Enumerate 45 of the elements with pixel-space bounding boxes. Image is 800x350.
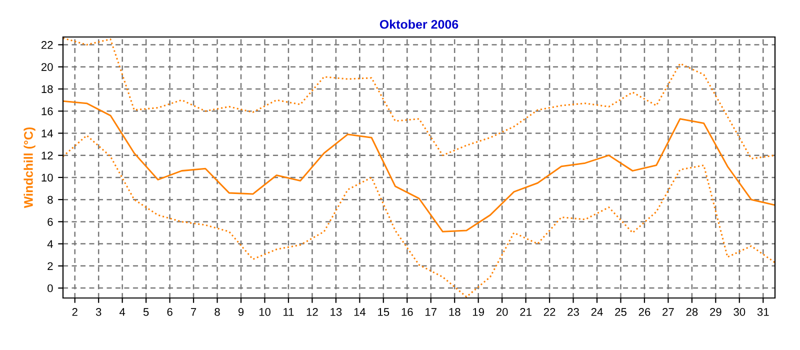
y-tick-label: 8 — [48, 196, 53, 204]
x-tick-label: 26 — [638, 308, 650, 316]
y-axis-title: Windchill (°C) — [24, 127, 36, 208]
x-tick-label: 25 — [615, 308, 626, 316]
line-series — [63, 100, 775, 232]
x-tick-label: 11 — [284, 308, 294, 316]
x-tick-label: 22 — [544, 308, 556, 316]
x-tick-label: 17 — [426, 308, 436, 316]
x-tick-label: 6 — [167, 308, 172, 316]
y-tick-label: 22 — [41, 41, 53, 49]
x-tick-label: 23 — [568, 308, 579, 316]
x-tick-label: 3 — [96, 308, 102, 316]
y-tick-label: 6 — [48, 218, 53, 226]
x-tick-label: 20 — [496, 308, 508, 316]
x-tick-label: 31 — [757, 308, 769, 316]
chart-title: Oktober 2006 — [380, 20, 458, 29]
x-tick-label: 14 — [354, 308, 366, 316]
y-tick-label: 0 — [48, 284, 53, 292]
x-tick-label: 13 — [330, 308, 342, 316]
x-tick-label: 12 — [306, 308, 318, 316]
y-tick-label: 10 — [42, 174, 53, 182]
y-tick-label: 12 — [42, 152, 53, 160]
y-tick-label: 20 — [41, 63, 53, 71]
x-tick-label: 19 — [473, 308, 484, 316]
x-tick-label: 8 — [214, 308, 220, 316]
x-tick-label: 30 — [734, 308, 746, 316]
y-tick-label: 14 — [42, 130, 53, 138]
x-tick-label: 24 — [591, 308, 603, 316]
x-tick-label: 15 — [378, 308, 390, 316]
x-tick-label: 10 — [259, 308, 270, 316]
x-tick-label: 28 — [686, 308, 698, 316]
x-tick-label: 29 — [710, 308, 722, 316]
x-tick-label: 2 — [72, 308, 78, 316]
x-tick-label: 7 — [191, 308, 196, 316]
y-tick-label: 16 — [42, 107, 53, 116]
x-tick-label: 5 — [143, 308, 149, 316]
x-tick-label: 27 — [662, 308, 674, 316]
y-tick-label: 18 — [42, 85, 53, 94]
x-tick-label: 21 — [520, 308, 532, 316]
x-tick-label: 9 — [238, 308, 244, 316]
x-tick-label: 4 — [120, 308, 126, 316]
x-tick-label: 16 — [402, 308, 413, 316]
x-tick-label: 18 — [449, 308, 460, 316]
y-tick-label: 4 — [47, 240, 53, 248]
y-tick-label: 2 — [48, 262, 53, 270]
